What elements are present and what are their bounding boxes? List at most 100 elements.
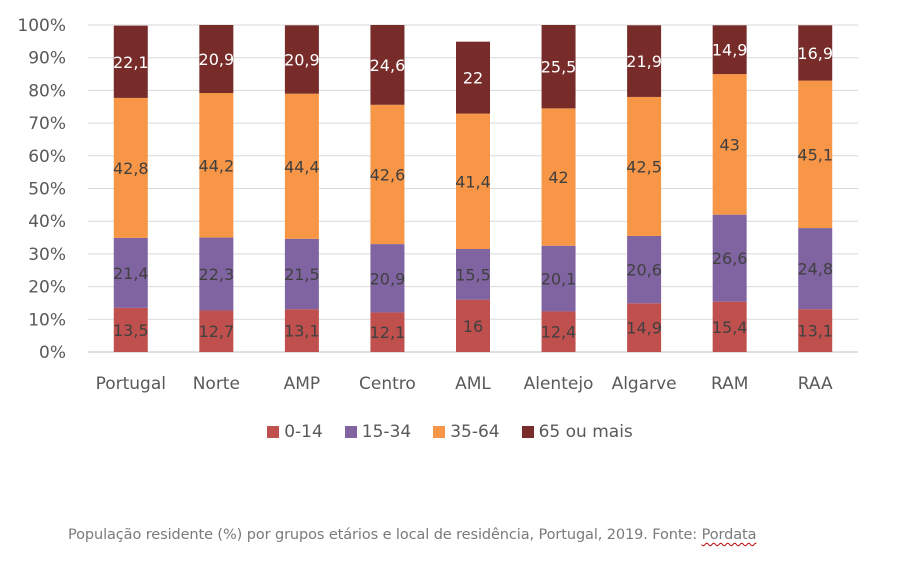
- data-label: 22,3: [199, 265, 235, 284]
- legend: 0-14 15-34 35-64 65 ou mais: [0, 422, 900, 442]
- bar-segment: [456, 248, 490, 300]
- data-label: 21,4: [113, 264, 149, 283]
- data-label: 15,4: [712, 318, 748, 337]
- y-tick-label: 90%: [28, 49, 66, 69]
- data-label: 20,9: [199, 50, 235, 69]
- y-tick-label: 40%: [28, 212, 66, 232]
- figure-caption: População residente (%) por grupos etári…: [68, 527, 756, 543]
- stacked-bar-chart: 0% 10% 20% 30% 40% 50% 60% 70% 80% 90% 100% 13,5 21…: [17, 16, 858, 394]
- data-label: 26,6: [712, 249, 748, 268]
- legend-item: 15-34: [344, 422, 412, 442]
- data-label: 20,9: [370, 269, 406, 288]
- data-label: 21,9: [626, 52, 662, 71]
- data-label: 16,9: [797, 44, 833, 63]
- bar-segment: [541, 108, 576, 246]
- bar-segment: [541, 311, 576, 352]
- bar-segment: [627, 96, 662, 236]
- bar-segment: [798, 80, 833, 229]
- bar-segment: [456, 299, 490, 352]
- bar-segment: [284, 238, 319, 310]
- data-label: 12,1: [370, 323, 406, 342]
- data-label: 13,1: [797, 322, 833, 341]
- legend-label: 35-64: [450, 422, 500, 442]
- bar-segment: [370, 312, 405, 352]
- source-link[interactable]: Pordata: [701, 527, 757, 543]
- data-label: 44,2: [199, 156, 235, 175]
- bar-segment: [370, 104, 405, 245]
- bar-segment: [370, 244, 405, 313]
- data-label: 42: [548, 168, 568, 187]
- bars: [113, 25, 833, 352]
- y-tick-label: 100%: [17, 16, 66, 36]
- bar-segment: [798, 228, 833, 310]
- x-category-label: AMP: [284, 374, 321, 394]
- data-label: 20,6: [626, 261, 662, 280]
- x-category-label: Norte: [193, 374, 240, 394]
- bar-segment: [712, 74, 747, 215]
- y-tick-label: 80%: [28, 81, 66, 101]
- legend-swatch: [433, 426, 446, 438]
- bar-segment: [284, 25, 319, 94]
- x-category-label: Alentejo: [524, 374, 594, 394]
- data-label: 20,9: [284, 50, 320, 69]
- bar-segment: [199, 237, 234, 311]
- legend-swatch: [344, 426, 357, 438]
- data-label: 45,1: [797, 145, 833, 164]
- bar-segment: [798, 309, 833, 352]
- data-label: 12,7: [199, 322, 235, 341]
- data-label: 41,4: [455, 172, 491, 191]
- data-label: 42,5: [626, 157, 662, 176]
- y-tick-label: 70%: [28, 114, 66, 134]
- legend-swatch: [521, 426, 534, 438]
- data-labels: 13,5 21,4 42,8 22,1 12,7 22,3 44,2 20,9 13,1 21,5…: [113, 41, 833, 343]
- x-axis-categories: Portugal Norte AMP Centro AML Alentejo Algarve…: [96, 374, 833, 394]
- bar-segment: [113, 97, 148, 238]
- bar-segment: [113, 25, 148, 98]
- legend-label: 15-34: [361, 422, 412, 442]
- bar-segment: [284, 93, 319, 239]
- bar-segment: [627, 303, 662, 352]
- data-label: 16: [463, 317, 483, 336]
- x-category-label: Portugal: [96, 374, 166, 394]
- x-category-label: Algarve: [612, 374, 677, 394]
- y-axis-ticks: 0% 10% 20% 30% 40% 50% 60% 70% 80% 90% 100%: [17, 16, 66, 363]
- bar-segment: [370, 25, 405, 105]
- y-tick-label: 50%: [28, 180, 66, 200]
- bar-segment: [199, 310, 234, 352]
- data-label: 13,5: [113, 321, 149, 340]
- data-label: 25,5: [541, 58, 577, 77]
- data-label: 20,1: [541, 270, 577, 289]
- bar-segment: [712, 301, 747, 352]
- y-tick-label: 20%: [28, 278, 66, 298]
- data-label: 24,6: [370, 56, 406, 75]
- data-label: 14,9: [712, 41, 748, 60]
- bar-segment: [199, 93, 234, 238]
- data-label: 43: [719, 135, 739, 154]
- caption-text: População residente (%) por grupos etári…: [68, 527, 702, 543]
- bar-segment: [541, 245, 576, 312]
- y-tick-label: 60%: [28, 147, 66, 167]
- data-label: 24,8: [797, 260, 833, 279]
- bar-segment: [798, 25, 833, 81]
- bar-segment: [199, 25, 234, 94]
- x-category-label: AML: [455, 374, 491, 394]
- data-label: 15,5: [455, 265, 491, 284]
- data-label: 42,6: [370, 165, 406, 184]
- data-label: 22: [463, 69, 483, 88]
- bar-segment: [541, 25, 576, 109]
- bar-segment: [627, 235, 662, 304]
- legend-swatch: [267, 426, 280, 438]
- bar-segment: [113, 307, 148, 352]
- bar-segment: [627, 25, 662, 97]
- legend-item: 0-14: [267, 422, 323, 442]
- bar-segment: [113, 237, 148, 308]
- y-tick-label: 30%: [28, 245, 66, 265]
- bar-segment: [712, 25, 747, 75]
- bar-segment: [284, 309, 319, 352]
- data-label: 14,9: [626, 319, 662, 338]
- data-label: 21,5: [284, 265, 320, 284]
- data-label: 22,1: [113, 53, 149, 72]
- x-category-label: RAA: [798, 374, 833, 394]
- y-tick-label: 0%: [39, 343, 66, 363]
- bar-segment: [456, 113, 490, 249]
